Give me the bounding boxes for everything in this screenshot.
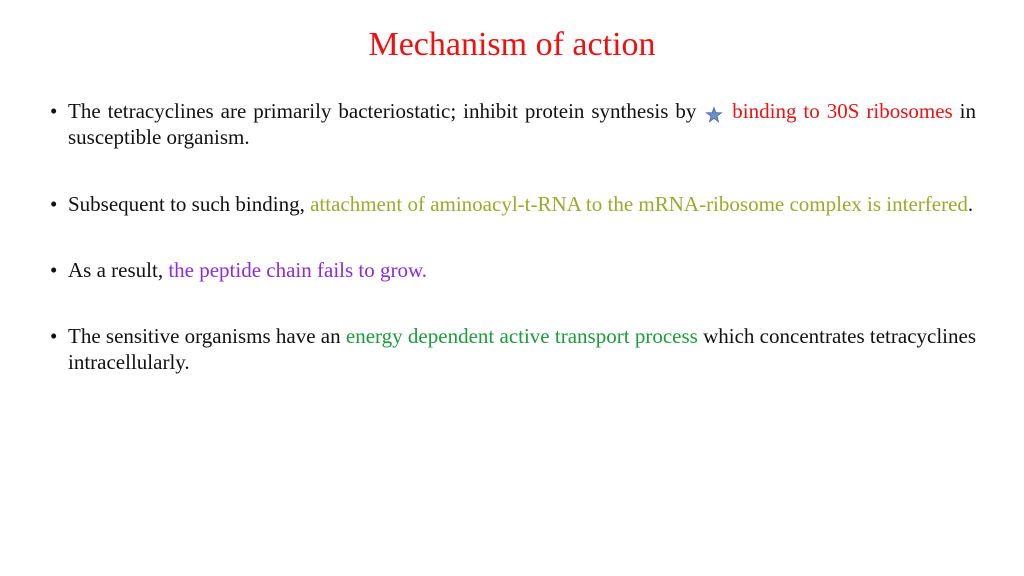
text-run: Subsequent to such binding,: [68, 192, 310, 216]
text-run: attachment of aminoacyl-t-RNA to the mRN…: [310, 192, 968, 216]
bullet-item: The sensitive organisms have an energy d…: [48, 323, 976, 376]
text-run: the peptide chain fails to grow.: [168, 258, 427, 282]
bullet-list: The tetracyclines are primarily bacterio…: [48, 98, 976, 376]
text-run: energy dependent active transport proces…: [346, 324, 698, 348]
text-run: As a result,: [68, 258, 168, 282]
text-run: The sensitive organisms have an: [68, 324, 346, 348]
slide: Mechanism of action The tetracyclines ar…: [0, 0, 1024, 576]
text-run: binding to 30S ribosomes: [725, 99, 959, 123]
bullet-item: As a result, the peptide chain fails to …: [48, 257, 976, 283]
bullet-item: Subsequent to such binding, attachment o…: [48, 191, 976, 217]
text-run: The tetracyclines are primarily bacterio…: [68, 99, 703, 123]
bullet-item: The tetracyclines are primarily bacterio…: [48, 98, 976, 151]
slide-title: Mechanism of action: [48, 26, 976, 64]
text-run: .: [968, 192, 973, 216]
star-icon: [705, 106, 723, 124]
